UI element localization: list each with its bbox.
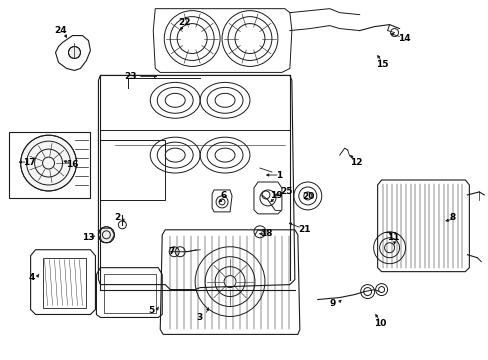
- Text: 10: 10: [373, 319, 385, 328]
- Text: 12: 12: [349, 158, 362, 167]
- Circle shape: [98, 227, 114, 243]
- Text: 14: 14: [397, 34, 409, 43]
- Text: 18: 18: [260, 229, 272, 238]
- Text: 21: 21: [297, 225, 310, 234]
- Text: 22: 22: [178, 18, 190, 27]
- Text: 20: 20: [301, 193, 314, 202]
- Text: 24: 24: [55, 26, 67, 35]
- Text: 2: 2: [114, 213, 121, 222]
- Text: 1: 1: [275, 171, 282, 180]
- Text: 15: 15: [375, 60, 387, 69]
- Text: 5: 5: [148, 306, 154, 315]
- Text: 17: 17: [22, 158, 35, 167]
- Text: 25: 25: [279, 188, 292, 197]
- Text: 13: 13: [82, 233, 95, 242]
- Text: 16: 16: [66, 159, 79, 168]
- Circle shape: [68, 46, 81, 58]
- Text: 4: 4: [29, 273, 35, 282]
- Text: 6: 6: [220, 192, 226, 201]
- Text: 7: 7: [168, 247, 174, 256]
- Text: 8: 8: [448, 213, 455, 222]
- Text: 11: 11: [386, 233, 398, 242]
- Text: 3: 3: [196, 313, 202, 322]
- Text: 9: 9: [329, 299, 335, 308]
- Text: 23: 23: [124, 72, 137, 81]
- Text: 19: 19: [269, 192, 282, 201]
- Circle shape: [20, 135, 76, 191]
